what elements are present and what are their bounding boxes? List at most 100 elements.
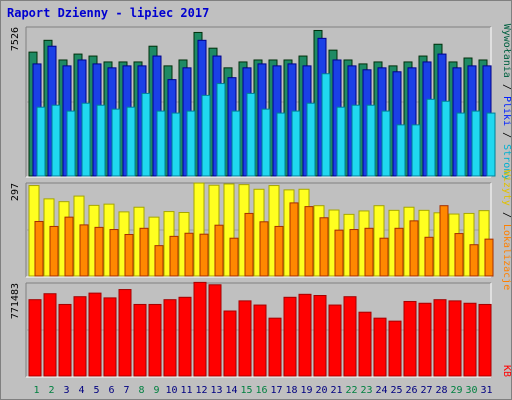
bar-top-19-s2 <box>306 102 316 177</box>
bar-bottom-8-s0 <box>133 303 147 377</box>
bar-middle-16-s1 <box>259 221 269 277</box>
bar-top-14-s2 <box>231 110 241 177</box>
bar-top-6-s2 <box>111 108 121 177</box>
bar-bottom-25-s0 <box>388 320 402 377</box>
legend-part: Lokalizacje <box>501 224 511 290</box>
bar-middle-12-s1 <box>199 233 209 277</box>
bar-middle-22-s1 <box>349 229 359 277</box>
bar-top-31-s2 <box>486 112 496 177</box>
y-max-label: 297 <box>10 183 21 201</box>
x-tick-label: 21 <box>330 385 342 396</box>
bar-bottom-6-s0 <box>103 297 117 377</box>
bar-middle-7-s1 <box>124 233 134 277</box>
bar-bottom-27-s0 <box>418 302 432 377</box>
bar-bottom-11-s0 <box>178 296 192 377</box>
x-tick-label: 7 <box>123 385 129 396</box>
bar-middle-2-s1 <box>49 225 59 277</box>
x-tick-label: 6 <box>108 385 114 396</box>
x-tick-label: 15 <box>240 385 252 396</box>
bar-bottom-20-s0 <box>313 295 327 377</box>
bar-top-10-s2 <box>171 112 181 177</box>
bar-bottom-19-s0 <box>298 293 312 377</box>
legend-part: Pliki <box>501 96 511 126</box>
bar-bottom-16-s0 <box>253 304 267 377</box>
legend-top: Wywołania / Pliki / Strony <box>501 24 511 181</box>
bar-bottom-5-s0 <box>88 292 102 377</box>
bar-bottom-12-s0 <box>193 281 207 377</box>
y-max-label: 7526 <box>10 27 21 51</box>
bar-top-20-s2 <box>321 73 331 177</box>
bar-middle-6-s1 <box>109 229 119 277</box>
bar-bottom-29-s0 <box>448 300 462 377</box>
bar-middle-10-s1 <box>169 235 179 277</box>
bar-bottom-1-s0 <box>28 299 42 377</box>
bar-middle-29-s1 <box>454 233 464 277</box>
bar-bottom-14-s0 <box>223 310 237 377</box>
bar-bottom-23-s0 <box>358 311 372 377</box>
bar-middle-13-s1 <box>214 224 224 277</box>
bar-middle-15-s1 <box>244 212 254 277</box>
bar-middle-26-s1 <box>409 220 419 277</box>
x-tick-label: 11 <box>180 385 192 396</box>
legend-part: / <box>501 126 511 144</box>
x-tick-label: 25 <box>390 385 402 396</box>
bar-bottom-24-s0 <box>373 317 387 377</box>
bar-middle-9-s1 <box>154 245 164 277</box>
bar-top-11-s2 <box>186 110 196 177</box>
bar-middle-3-s1 <box>64 216 74 277</box>
bar-bottom-15-s0 <box>238 300 252 377</box>
bar-top-24-s2 <box>381 110 391 177</box>
bar-top-15-s2 <box>246 92 256 177</box>
bar-bottom-7-s0 <box>118 289 132 377</box>
x-tick-label: 20 <box>315 385 327 396</box>
bar-middle-20-s1 <box>319 217 329 277</box>
bar-bottom-22-s0 <box>343 296 357 377</box>
x-tick-label: 18 <box>285 385 297 396</box>
bar-bottom-13-s0 <box>208 284 222 377</box>
x-tick-label: 4 <box>78 385 84 396</box>
y-max-label: 771483 <box>10 283 21 319</box>
bar-bottom-10-s0 <box>163 299 177 377</box>
bar-bottom-4-s0 <box>73 296 87 377</box>
bar-top-25-s2 <box>396 124 406 177</box>
bar-top-3-s2 <box>66 110 76 177</box>
legend-middle: Wizyty / Lokalizacje <box>501 170 511 290</box>
x-tick-label: 26 <box>405 385 417 396</box>
legend-part: / <box>501 78 511 96</box>
bar-middle-31-s1 <box>484 238 494 277</box>
x-tick-label: 29 <box>450 385 462 396</box>
x-tick-label: 27 <box>420 385 432 396</box>
legend-part: Wywołania <box>501 24 511 78</box>
bar-middle-30-s1 <box>469 244 479 277</box>
bar-top-30-s2 <box>471 110 481 177</box>
x-tick-label: 23 <box>360 385 372 396</box>
panel-middle: 297 <box>10 182 494 278</box>
bar-top-28-s2 <box>441 100 451 177</box>
bar-top-29-s2 <box>456 112 466 177</box>
bar-middle-28-s1 <box>439 205 449 277</box>
x-tick-label: 2 <box>48 385 54 396</box>
x-tick-label: 31 <box>480 385 492 396</box>
bar-top-4-s2 <box>81 102 91 177</box>
bar-middle-8-s1 <box>139 227 149 277</box>
x-tick-label: 17 <box>270 385 282 396</box>
bar-middle-12-s0 <box>193 182 205 277</box>
bar-top-17-s2 <box>276 112 286 177</box>
bar-bottom-26-s0 <box>403 300 417 377</box>
bar-top-9-s2 <box>156 110 166 177</box>
bar-bottom-17-s0 <box>268 317 282 377</box>
x-tick-label: 24 <box>375 385 387 396</box>
bar-top-27-s2 <box>426 98 436 177</box>
bar-top-1-s2 <box>36 106 46 177</box>
x-tick-label: 5 <box>93 385 99 396</box>
x-tick-label: 13 <box>210 385 222 396</box>
bar-bottom-30-s0 <box>463 302 477 377</box>
x-tick-label: 22 <box>345 385 357 396</box>
bar-top-22-s2 <box>351 104 361 177</box>
bar-top-12-s2 <box>201 94 211 177</box>
bar-middle-14-s1 <box>229 237 239 277</box>
bar-bottom-31-s0 <box>478 303 492 377</box>
legend-part: KB <box>501 365 511 377</box>
